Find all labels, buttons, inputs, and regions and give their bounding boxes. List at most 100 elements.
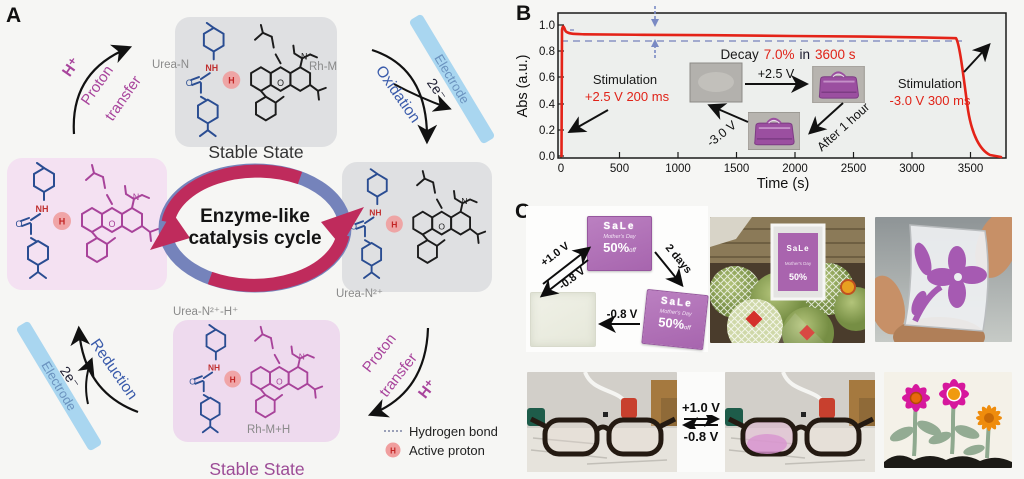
active-proton-key-h: H: [390, 447, 396, 456]
atom-label: N: [133, 192, 140, 202]
bleached-display: [530, 292, 596, 347]
proton-transfer-arrow-bottom: [367, 327, 430, 418]
molecule-stable-top: NH O H O N: [186, 22, 327, 138]
sign-sale-word: SaLe: [786, 244, 809, 253]
active-proton-key-circle: [385, 442, 401, 458]
glasses-clear-art: [527, 372, 677, 472]
erase-voltage-label: -0.8 V: [607, 309, 638, 321]
inset-plus-voltage: +2.5 V: [758, 67, 795, 81]
hand: [875, 217, 1012, 342]
cycle-arrow-crimson-bottom: [207, 233, 350, 292]
inset-bleach-arrow: [707, 103, 749, 123]
decay-annotation: Decay 7.0% in 3600 s: [720, 47, 855, 62]
flower-drawing-photo: [884, 372, 1012, 468]
panel-b-label: B: [516, 2, 531, 25]
x-tick: 1500: [724, 163, 750, 175]
atom-label: H: [228, 75, 234, 85]
sale-off: off: [629, 248, 636, 254]
flower-magenta-1: [902, 384, 930, 412]
cycle-arrowhead-left: [150, 212, 190, 250]
red-clip: [819, 398, 835, 418]
y-tick: 0.4: [539, 99, 556, 111]
atom-label: O: [108, 219, 115, 229]
framed-sale-sign: SaLe Mother's Day 50%: [770, 223, 826, 301]
glasses-colored-art: [725, 372, 875, 472]
glasses-voltage-block: +1.0 V -0.8 V: [677, 372, 725, 472]
cycle-arrow-crimson-top: [161, 164, 303, 224]
stim-off-text: Stimulation: [898, 76, 962, 91]
x-tick: 3500: [958, 163, 984, 175]
reduction-arrow: [70, 325, 139, 414]
atom-label: O: [438, 222, 445, 232]
glasses-photo-colored: [725, 372, 875, 472]
red-clip: [621, 398, 637, 418]
urea-n2-label: Urea-N²⁺: [336, 288, 383, 300]
molecule-stable-bottom: NH O H O N: [189, 324, 324, 434]
active-proton-label: Active proton: [409, 443, 485, 458]
bleach-arrow: [539, 259, 589, 298]
retention-label: 2 days: [663, 242, 694, 276]
hinge-dot: [801, 412, 806, 417]
x-tick: 2000: [782, 163, 808, 175]
molecule-open-left: NH O H O N: [15, 162, 159, 279]
glasses-photo-clear: [527, 372, 677, 472]
rh-m-h-label: Rh-M+H: [247, 424, 290, 436]
stim-off-arrow: [963, 43, 991, 73]
panel-a-label: A: [6, 4, 22, 27]
panel-b-plot: B 1.0 0.8 0.6 0.4 0.2 0.0 0 500 1000: [515, 2, 1007, 192]
reversible-arrows: [682, 415, 720, 429]
fruit-stand-art: SaLe Mother's Day 50%: [710, 217, 865, 343]
stable-state-caption-top: Stable State: [208, 142, 303, 162]
sign-sale-sub: Mother's Day: [785, 261, 812, 266]
sale-word: SaLe: [603, 221, 636, 232]
cycle-title-line2: catalysis cycle: [188, 228, 321, 249]
sale-percent-value: 50%: [603, 240, 630, 255]
oxidation-arrow: [371, 48, 438, 145]
cloth: [710, 217, 752, 247]
glasses-frame: [529, 416, 677, 457]
inset-colorless-photo: [689, 62, 743, 103]
stim-on-voltage: +2.5 V 200 ms: [585, 89, 670, 104]
reduction-label: Reduction: [87, 336, 141, 403]
atom-label: N: [301, 51, 307, 61]
hydrogen-bond-label: Hydrogen bond: [409, 424, 498, 439]
x-tick: 0: [558, 163, 564, 175]
retention-arrow: [654, 251, 684, 288]
sale-display-colored: SaLe Mother's Day 50%off: [587, 216, 652, 271]
stim-off-voltage: -3.0 V 300 ms: [890, 93, 971, 108]
urea-n-label: Urea-N: [152, 59, 189, 71]
stim-on-text: Stimulation: [593, 72, 657, 87]
inset-colored-photo-top: [812, 66, 865, 103]
atom-label: H: [230, 374, 236, 384]
hinge-dot: [603, 412, 608, 417]
x-tick-labels: 0 500 1000 1500 2000 2500 3000 3500: [558, 163, 984, 175]
active-proton-marker: [224, 370, 242, 388]
cycle-arrowhead-right: [321, 207, 364, 246]
electrode-bar-bottom: Electrode: [16, 321, 102, 451]
active-proton-marker: [53, 212, 71, 230]
panel-a-overlay: H⁺ Proton transfer Electrode Oxidation 2…: [16, 14, 498, 479]
rh-m-label: Rh-M: [309, 61, 337, 73]
sign-sale-pct: 50%: [789, 272, 807, 282]
absorbance-curve: [560, 25, 1003, 159]
display-cycle-arrows: +1.0 V -0.8 V 2 days -0.8 V: [539, 240, 694, 333]
y-axis-label: Abs (a.u.): [515, 55, 531, 118]
glare: [770, 313, 825, 343]
active-proton-marker: [385, 215, 403, 233]
color-arrow: [542, 246, 592, 285]
leaves: [889, 420, 985, 456]
atom-label: N: [299, 351, 305, 361]
electrode-bar-top: Electrode: [409, 14, 495, 144]
sale-percent: 50%off: [588, 241, 651, 258]
urea-n2-h-label: Urea-N²⁺-H⁺: [173, 306, 238, 318]
atom-label: O: [277, 78, 284, 88]
glasses-color-voltage: +1.0 V: [682, 400, 720, 415]
inset-colored-photo-bottom: [748, 112, 800, 150]
proton-transfer-arrow-top: [72, 44, 133, 135]
electron-transfer-arrow-bottom: [77, 357, 95, 405]
flexible-film-art: [875, 217, 1012, 342]
flower-orange: [976, 405, 1002, 431]
x-axis-label: Time (s): [757, 176, 810, 192]
fruit-stand-photo: SaLe Mother's Day 50%: [710, 217, 865, 343]
y-tick: 0.2: [539, 125, 555, 137]
